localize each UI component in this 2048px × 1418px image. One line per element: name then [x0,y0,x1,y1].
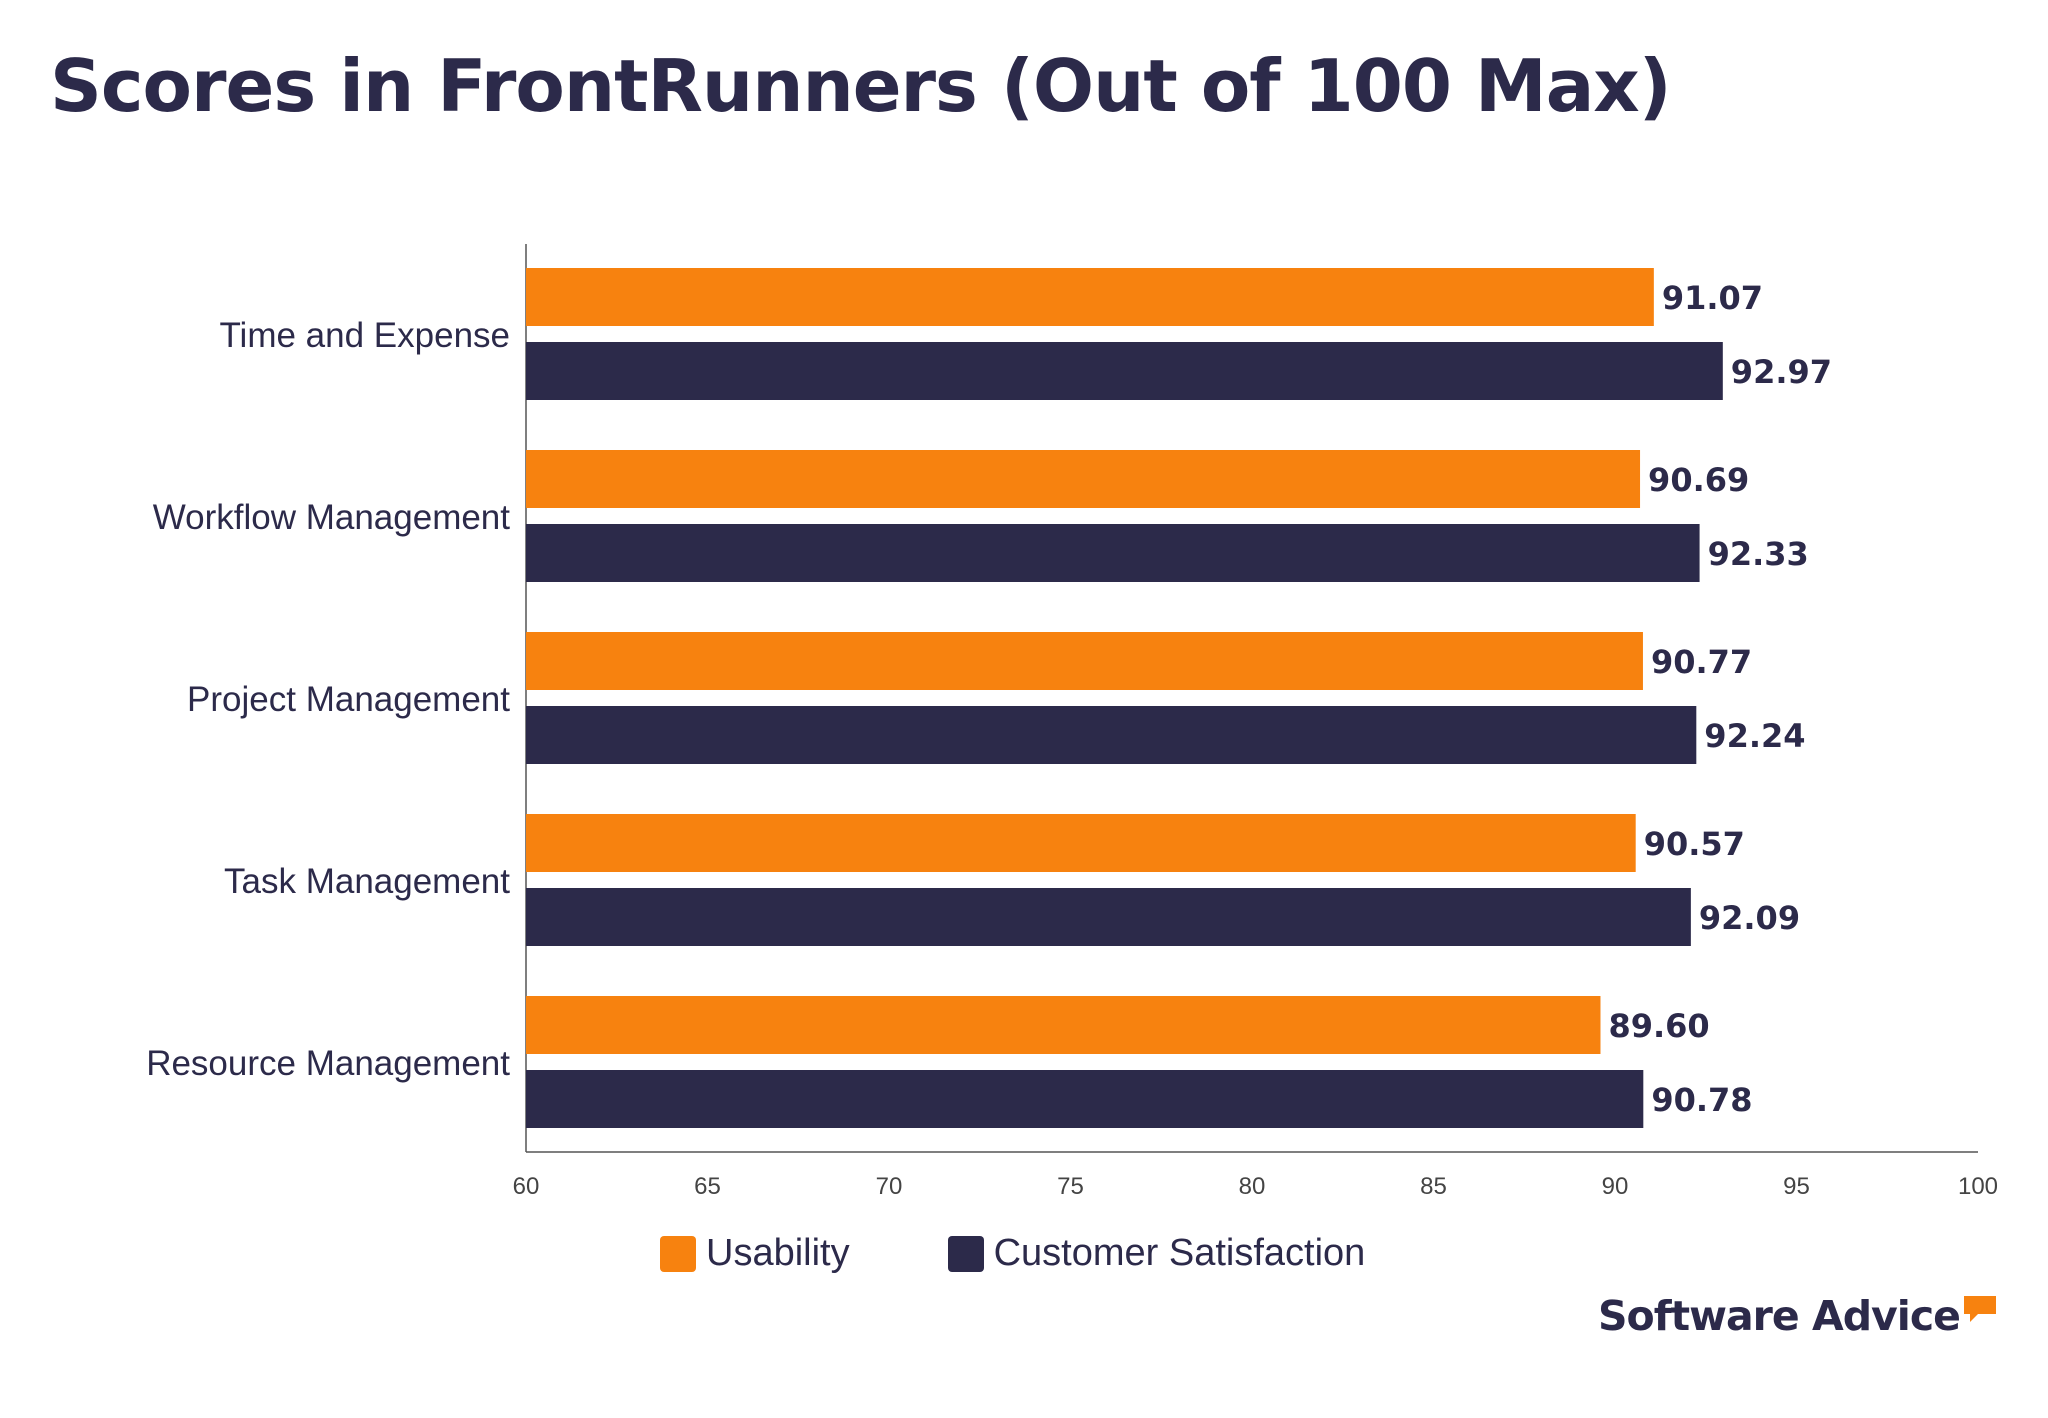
category-label-time-and-expense: Time and Expense [219,316,510,355]
data-label-usability-project-management: 90.77 [1651,643,1752,681]
x-tick-label-70: 70 [876,1173,903,1200]
bar-customer-satisfaction-workflow-management [526,524,1700,582]
data-label-customer-satisfaction-project-management: 92.24 [1704,717,1805,755]
category-label-task-management: Task Management [224,862,510,901]
bar-usability-project-management [526,632,1643,690]
bar-usability-task-management [526,814,1636,872]
x-tick-label-95: 95 [1783,1173,1810,1200]
data-label-usability-resource-management: 89.60 [1608,1007,1709,1045]
x-tick-label-100: 100 [1958,1173,1998,1200]
chart-title: Scores in FrontRunners (Out of 100 Max) [50,44,1672,128]
legend-item-usability: Usability [660,1232,850,1275]
data-label-customer-satisfaction-time-and-expense: 92.97 [1731,353,1832,391]
data-label-customer-satisfaction-task-management: 92.09 [1699,899,1800,937]
x-tick-label-60: 60 [513,1173,540,1200]
legend: Usability Customer Satisfaction [660,1232,1463,1275]
brand-name: Software Advice [1598,1292,1961,1340]
usability-swatch [660,1235,696,1272]
data-label-customer-satisfaction-resource-management: 90.78 [1651,1081,1752,1119]
bar-customer-satisfaction-project-management [526,706,1697,764]
data-label-usability-workflow-management: 90.69 [1648,461,1749,499]
bar-customer-satisfaction-task-management [526,888,1691,946]
x-tick-label-65: 65 [694,1173,721,1200]
brand-logo: Software Advice [1598,1292,1998,1340]
bar-customer-satisfaction-time-and-expense [526,342,1723,400]
data-label-usability-time-and-expense: 91.07 [1662,279,1763,317]
bar-usability-workflow-management [526,450,1641,508]
legend-label-usability: Usability [706,1232,850,1274]
category-label-workflow-management: Workflow Management [153,498,511,537]
data-label-usability-task-management: 90.57 [1644,825,1745,863]
bar-usability-time-and-expense [526,268,1654,326]
x-tick-label-90: 90 [1602,1173,1629,1200]
bar-usability-resource-management [526,996,1601,1054]
x-tick-label-85: 85 [1420,1173,1447,1200]
legend-item-customer-satisfaction: Customer Satisfaction [947,1232,1366,1275]
data-label-customer-satisfaction-workflow-management: 92.33 [1708,535,1809,573]
legend-label-customer-satisfaction: Customer Satisfaction [993,1232,1366,1274]
x-tick-label-80: 80 [1239,1173,1266,1200]
bar-chart: 91.07 92.97 Time and Expense 90.69 92.33 Work… [146,244,1998,1200]
category-label-resource-management: Resource Management [146,1044,510,1083]
x-tick-label-75: 75 [1057,1173,1084,1200]
category-label-project-management: Project Management [187,680,510,719]
customer-satisfaction-swatch [947,1235,984,1272]
bar-customer-satisfaction-resource-management [526,1070,1644,1128]
speech-bubble-icon [1963,1296,1996,1322]
